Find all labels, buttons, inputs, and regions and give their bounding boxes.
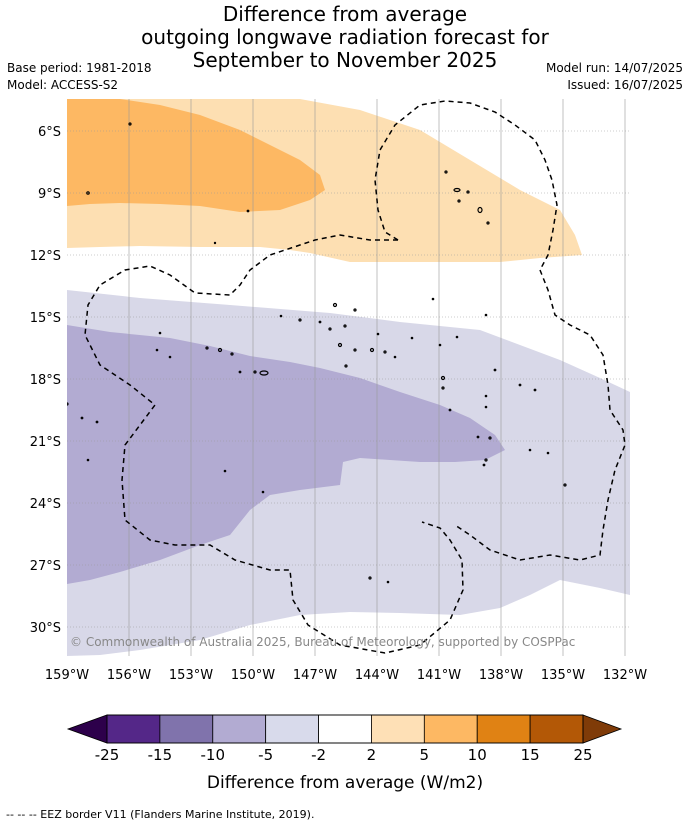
colorbar-cell — [106, 714, 161, 744]
lat-label: 24°S — [30, 497, 61, 512]
model-run-date: Model run: 14/07/2025 — [545, 61, 683, 75]
base-period: Base period: 1981-2018 — [7, 61, 152, 75]
anomaly-region-pos-5-to-10 — [67, 99, 325, 212]
colorbar-cell — [318, 714, 372, 744]
title-line-3: September to November 2025 — [192, 48, 498, 72]
colorbar-tick-label: -10 — [201, 746, 226, 764]
colorbar-over-arrow — [582, 714, 623, 744]
colorbar-tick-label: 5 — [420, 746, 430, 764]
issued-date: Issued: 16/07/2025 — [567, 78, 683, 92]
colorbar-under-arrow — [66, 714, 108, 744]
lon-label: 144°W — [355, 668, 399, 683]
lat-label: 9°S — [38, 187, 61, 202]
copyright-notice: © Commonwealth of Australia 2025, Bureau… — [70, 635, 575, 649]
colorbar-tick-label: -5 — [258, 746, 273, 764]
lat-label: 30°S — [30, 621, 61, 636]
colorbar-tick-label: -15 — [148, 746, 173, 764]
title-line-1: Difference from average — [222, 2, 468, 26]
lat-label: 21°S — [30, 435, 61, 450]
colorbar-tick-label: 2 — [367, 746, 377, 764]
colorbar-cell — [371, 714, 425, 744]
colorbar-title: Difference from average (W/m2) — [207, 773, 483, 793]
colorbar: -25 -15 -10 -5 -2 2 5 10 15 25 Difference from av… — [66, 714, 623, 793]
lat-label: 18°S — [30, 373, 61, 388]
lon-label: 156°W — [107, 668, 151, 683]
graticule — [67, 99, 630, 656]
colorbar-tick-label: -25 — [95, 746, 120, 764]
eez-borders — [84, 100, 626, 654]
lon-label: 138°W — [479, 668, 523, 683]
anomaly-region-neg-10-to-5 — [67, 325, 505, 584]
eez-border-east — [454, 269, 626, 561]
longitude-labels: 159°W 156°W 153°W 150°W 147°W 144°W 141°… — [45, 668, 647, 683]
colorbar-tick-label: 15 — [521, 746, 540, 764]
lon-label: 135°W — [541, 668, 585, 683]
lon-label: 159°W — [45, 668, 89, 683]
lon-label: 147°W — [293, 668, 337, 683]
colorbar-cell — [476, 714, 531, 744]
lat-label: 6°S — [38, 125, 61, 140]
colorbar-cell — [529, 714, 584, 744]
colorbar-tick-label: 25 — [573, 746, 592, 764]
lon-label: 141°W — [417, 668, 461, 683]
eez-border-marquesas — [374, 100, 558, 271]
eez-border-french-polynesia — [84, 234, 464, 654]
eez-legend: -- -- -- EEZ border V11 (Flanders Marine… — [6, 808, 315, 821]
colorbar-cell — [159, 714, 214, 744]
colorbar-tick-label: 10 — [468, 746, 487, 764]
lon-label: 132°W — [603, 668, 647, 683]
latitude-labels: 6°S 9°S 12°S 15°S 18°S 21°S 24°S 27°S 30… — [30, 125, 61, 636]
lat-label: 12°S — [30, 249, 61, 264]
colorbar-cell — [212, 714, 267, 744]
lon-label: 153°W — [169, 668, 213, 683]
lon-label: 150°W — [231, 668, 275, 683]
colorbar-cell — [265, 714, 319, 744]
colorbar-cell — [423, 714, 478, 744]
lat-label: 15°S — [30, 311, 61, 326]
islands — [67, 122, 567, 584]
colorbar-tick-label: -2 — [311, 746, 326, 764]
lat-label: 27°S — [30, 559, 61, 574]
title-line-2: outgoing longwave radiation forecast for — [141, 25, 549, 49]
model-name: Model: ACCESS-S2 — [7, 78, 119, 92]
